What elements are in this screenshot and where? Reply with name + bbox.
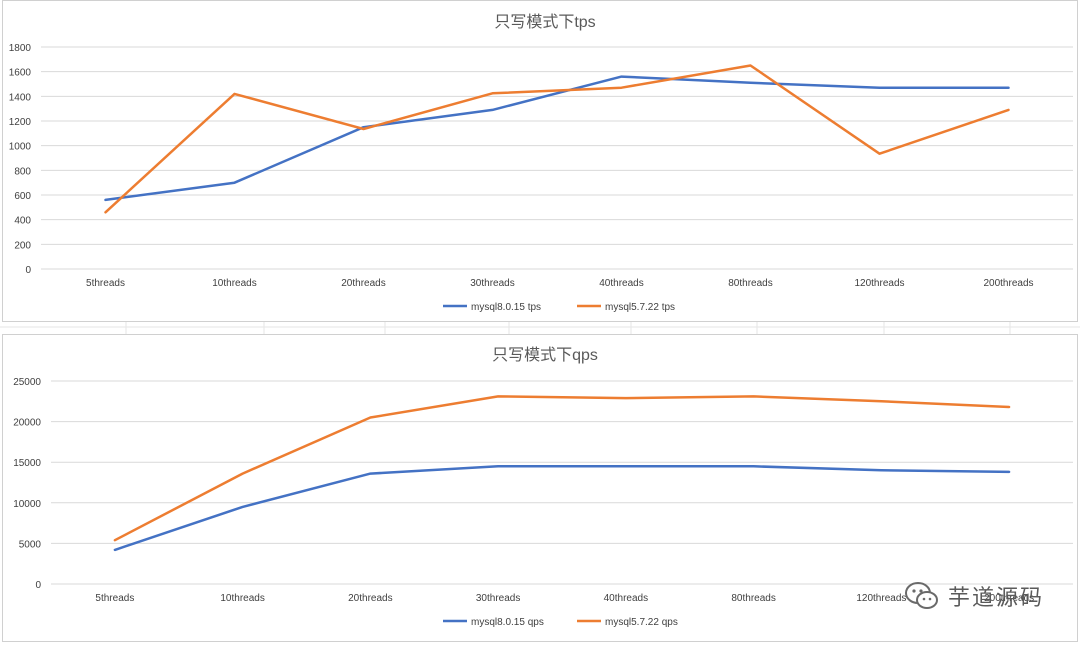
y-tick-label: 15000 [13, 458, 41, 469]
x-tick-label: 120threads [856, 593, 906, 604]
watermark: 芋道源码 [904, 580, 1044, 612]
x-tick-label: 80threads [731, 593, 775, 604]
y-tick-label: 5000 [19, 539, 42, 550]
x-tick-label: 5threads [95, 593, 134, 604]
y-tick-label: 1200 [9, 117, 32, 128]
tps-chart-panel[interactable]: 只写模式下tps 0 200 400 600 800 1000 1200 1400 1600 180… [2, 0, 1078, 322]
y-tick-label: 200 [14, 240, 31, 251]
y-tick-label: 1600 [9, 68, 32, 79]
tps-line-chart: 只写模式下tps 0 200 400 600 800 1000 1200 1400 1600 180… [3, 1, 1077, 321]
y-tick-label: 1000 [9, 142, 32, 153]
x-tick-label: 80threads [728, 278, 772, 289]
y-tick-label: 0 [25, 265, 31, 276]
x-tick-label: 40threads [604, 593, 648, 604]
watermark-text: 芋道源码 [948, 580, 1044, 612]
series-line-2 [115, 396, 1009, 540]
x-tick-label: 30threads [476, 593, 520, 604]
x-tick-label: 5threads [86, 278, 125, 289]
y-tick-label: 10000 [13, 499, 41, 510]
y-tick-label: 1800 [9, 43, 32, 54]
y-tick-label: 600 [14, 191, 31, 202]
legend-label-1: mysql8.0.15 qps [471, 617, 544, 628]
chart-title: 只写模式下qps [492, 346, 598, 364]
wechat-logo-icon [904, 581, 940, 611]
legend-label-2: mysql5.7.22 tps [605, 302, 675, 313]
x-tick-label: 10threads [212, 278, 256, 289]
y-tick-label: 400 [14, 216, 31, 227]
x-tick-label: 40threads [599, 278, 643, 289]
x-tick-label: 20threads [348, 593, 392, 604]
legend-label-1: mysql8.0.15 tps [471, 302, 541, 313]
y-tick-label: 0 [35, 580, 41, 591]
chart-title: 只写模式下tps [494, 13, 595, 31]
x-tick-label: 10threads [220, 593, 264, 604]
legend-label-2: mysql5.7.22 qps [605, 617, 678, 628]
x-tick-label: 20threads [341, 278, 385, 289]
x-tick-label: 30threads [470, 278, 514, 289]
y-tick-label: 25000 [13, 377, 41, 388]
y-tick-label: 20000 [13, 418, 41, 429]
series-line-1 [115, 466, 1009, 550]
x-tick-label: 200threads [983, 278, 1033, 289]
x-tick-label: 120threads [854, 278, 904, 289]
y-tick-label: 800 [14, 166, 31, 177]
y-tick-label: 1400 [9, 92, 32, 103]
